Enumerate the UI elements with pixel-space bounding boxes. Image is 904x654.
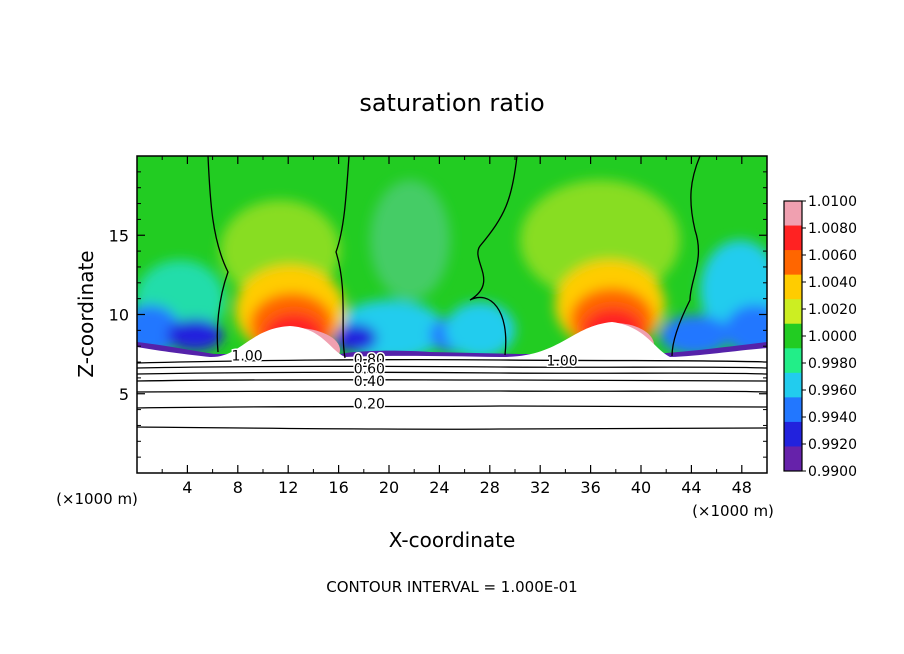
z-unit-label: (×1000 m) [56,490,138,508]
y-axis: 5 10 15 [109,171,767,458]
x-tick-label: 20 [379,478,399,497]
y-tick-label: 5 [119,385,129,404]
colorbar-label: 0.9900 [808,464,857,480]
x-tick-label: 16 [328,478,348,497]
x-tick-label: 44 [681,478,701,497]
contour-lines [137,156,767,430]
contour-label: 0.60 [354,361,385,377]
colorbar-label: 0.9920 [808,437,857,453]
colorbar-swatch [784,348,802,374]
colorbar-label: 0.9980 [808,356,857,372]
x-tick-label: 8 [233,478,243,497]
plot-area: 1.00 0.800.600.40 0.20 1.00 [137,156,767,473]
y-tick-label: 10 [109,306,129,325]
colorbar-label: 1.0080 [808,221,857,237]
colorbar-swatch [784,225,802,251]
x-tick-label: 40 [631,478,651,497]
colorbar-label: 1.0040 [808,275,857,291]
colorbar-swatch [784,397,802,423]
x-tick-label: 48 [732,478,752,497]
x-tick-label: 36 [580,478,600,497]
x-axis-label: X-coordinate [389,528,516,552]
contour-label: 1.00 [547,353,578,369]
contour-labels: 1.00 0.800.600.40 0.20 1.00 [230,347,579,414]
chart-title: saturation ratio [359,89,544,117]
contour-label: 0.40 [354,374,385,390]
x-tick-label: 28 [480,478,500,497]
contour-label: 1.00 [232,349,263,365]
colorbar-swatch [784,372,802,398]
colorbar-label: 0.9940 [808,410,857,426]
contour-label: 0.20 [354,396,385,412]
contour-interval-note: CONTOUR INTERVAL = 1.000E-01 [326,578,577,596]
colorbar-swatch [784,250,802,276]
x-tick-label: 4 [182,478,192,497]
colorbar-label: 1.0100 [808,194,857,210]
y-axis-label: Z-coordinate [74,250,98,377]
colorbar-label: 1.0060 [808,248,857,264]
contour-label: 0.80 [354,352,385,368]
colorbar-swatch [784,201,802,227]
colorbar-label: 1.0000 [808,329,857,345]
x-tick-label: 24 [429,478,449,497]
x-unit-label: (×1000 m) [692,502,774,520]
colorbar-swatch [784,274,802,300]
colorbar: 1.0100 1.0080 1.0060 1.0040 1.0020 1.0000 0.99… [783,194,857,480]
x-tick-label: 12 [278,478,298,497]
x-axis: 4 8 12 16 20 24 28 32 36 40 44 48 [161,156,752,497]
colorbar-swatch [784,299,802,325]
x-tick-label: 32 [530,478,550,497]
colorbar-label: 1.0020 [808,302,857,318]
colorbar-swatch [784,446,802,472]
colorbar-swatch [784,421,802,447]
colorbar-swatch [784,323,802,349]
y-tick-label: 15 [109,226,129,245]
colorbar-label: 0.9960 [808,383,857,399]
